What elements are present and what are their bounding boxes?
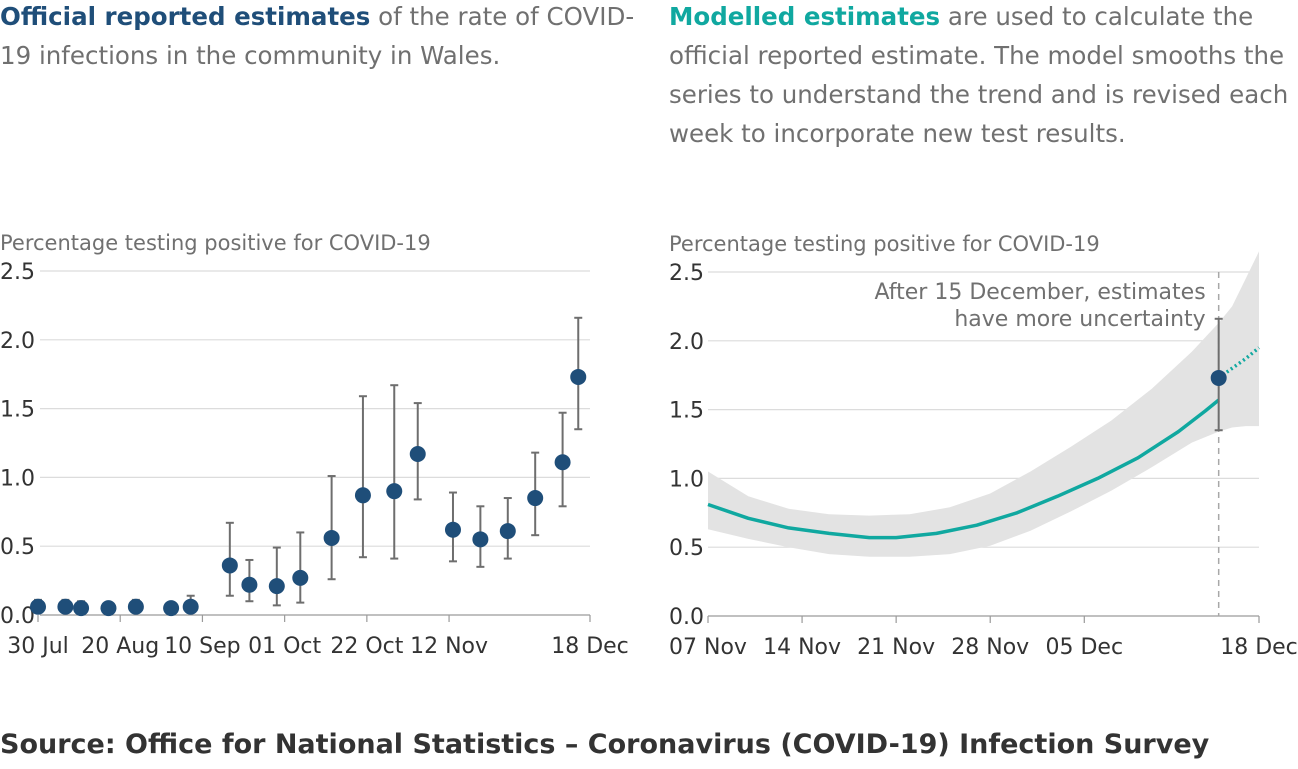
chart-1-y-tick-label: 2.5 [669,261,704,286]
chart-0-y-tick-label: 0.5 [0,535,35,560]
chart-0-data-point [182,598,199,615]
chart-0-data-point [100,600,117,617]
chart-0-axes [37,270,591,622]
chart-0-x-tick-label: 22 Oct [330,634,403,659]
source-note: Source: Office for National Statistics –… [0,729,1210,760]
chart-0-data-point [409,446,426,463]
modelled-estimates-highlight: Modelled estimates [669,2,941,31]
intro-left-text: Official reported estimates of the rate … [0,0,640,75]
modelled-estimate-uncertain-line [1217,346,1261,380]
chart-0-data-point [554,454,571,471]
chart-0-x-tick-label: 20 Aug [81,634,159,659]
chart-0-data-point [386,483,403,500]
chart-1-y-tick-label: 1.5 [669,399,704,424]
chart-0-y-tick-label: 0.0 [0,604,35,629]
chart-0-data-point [354,487,371,504]
chart-0-y-tick-label: 2.0 [0,329,35,354]
modelled-estimate-line [707,398,1220,540]
chart-1-x-tick-label: 05 Dec [1046,635,1124,660]
chart-0-data-point [570,368,587,385]
chart-1-axes [707,271,1260,623]
chart-1-x-tick-label: 18 Dec [1220,635,1298,660]
chart-1-x-tick-label: 21 Nov [857,635,935,660]
chart-1-x-tick-label: 28 Nov [951,635,1029,660]
chart-0-data-point [241,576,258,593]
intro-left-rest: of the rate of COVID-19 infections in th… [0,2,635,70]
chart-0-y-tick-label: 1.5 [0,398,35,423]
chart-0-data-point [499,523,516,540]
chart-0-x-tick-label: 18 Dec [551,634,629,659]
chart-1-y-axis-title: Percentage testing positive for COVID-19 [669,232,1100,256]
annotation-text: have more uncertainty [954,307,1205,332]
chart-0-y-tick-label: 1.0 [0,466,35,491]
chart-0-x-tick-label: 12 Nov [410,634,488,659]
chart-1-data-point [1210,369,1227,386]
chart-1-y-tick-label: 1.0 [669,467,704,492]
chart-0-data-point [163,600,180,617]
official-estimates-highlight: Official reported estimates [0,2,371,31]
chart-0-data-point [73,600,90,617]
chart-0-data-point [268,578,285,595]
intro-right-text: Modelled estimates are used to calculate… [669,0,1298,153]
chart-0-data-point [527,490,544,507]
chart-0-y-tick-label: 2.5 [0,260,35,285]
intro-right-rest: are used to calculate the official repor… [669,2,1289,148]
chart-0-y-axis-title: Percentage testing positive for COVID-19 [0,231,431,255]
chart-0-data-point [57,598,74,615]
chart-0-data-point [444,521,461,538]
chart-1-x-tick-label: 07 Nov [669,635,747,660]
annotation-text: After 15 December, estimates [875,280,1206,305]
chart-0-data-point [127,598,144,615]
chart-0-data-point [323,529,340,546]
chart-1-y-tick-label: 0.5 [669,536,704,561]
chart-0-x-tick-label: 10 Sep [164,634,240,659]
chart-0-data-point [30,598,46,615]
uncertainty-band [708,251,1259,557]
chart-0-x-tick-label: 30 Jul [7,634,69,659]
chart-0-data-point [472,531,489,548]
chart-1-x-tick-label: 14 Nov [763,635,841,660]
chart-0-x-tick-label: 01 Oct [248,634,321,659]
chart-1-y-tick-label: 2.0 [669,330,704,355]
chart-1-y-tick-label: 0.0 [669,605,704,630]
chart-0-data-point [221,557,238,574]
chart-0-data-point [292,569,309,586]
